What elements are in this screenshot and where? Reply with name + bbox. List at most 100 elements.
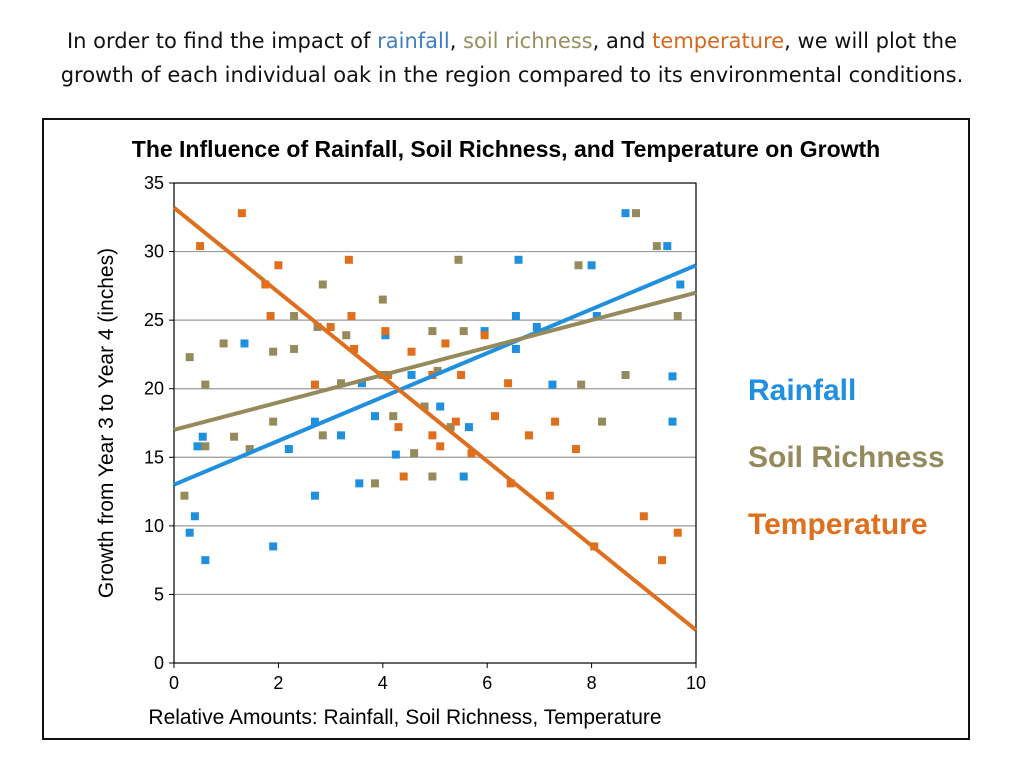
soil-point	[389, 412, 398, 421]
y-axis-label: Growth from Year 3 to Year 4 (inches)	[95, 248, 118, 598]
rainfall-point	[592, 312, 601, 321]
rainfall-point	[480, 327, 489, 336]
legend-temperature: Temperature	[748, 508, 928, 541]
intro-soil-word: soil richness	[463, 29, 593, 53]
soil-point	[219, 339, 228, 348]
soil-point	[318, 431, 327, 440]
rainfall-point	[198, 432, 207, 441]
soil-point	[269, 347, 278, 356]
intro-rainfall-word: rainfall	[377, 29, 450, 53]
soil-point	[180, 491, 189, 500]
soil-point	[454, 255, 463, 264]
intro-text: In order to find the impact of rainfall,…	[0, 24, 1024, 92]
rainfall-point	[587, 261, 596, 270]
rainfall-point	[436, 402, 445, 411]
rainfall-point	[459, 472, 468, 481]
soil-point	[574, 261, 583, 270]
temperature-point	[394, 423, 403, 432]
temperature-point	[524, 431, 533, 440]
x-axis-label: Relative Amounts: Rainfall, Soil Richnes…	[148, 706, 661, 729]
y-tick-label: 5	[154, 584, 164, 604]
soil-point	[598, 417, 607, 426]
rainfall-point	[464, 423, 473, 432]
x-tick-label: 4	[378, 673, 388, 693]
soil-point	[673, 312, 682, 321]
rainfall-point	[663, 242, 672, 251]
temperature-point	[571, 445, 580, 454]
temperature-point	[350, 344, 359, 353]
soil-point	[290, 344, 299, 353]
rainfall-point	[621, 209, 630, 218]
soil-point	[201, 380, 210, 389]
y-tick-label: 10	[144, 516, 164, 536]
temperature-point	[506, 479, 515, 488]
rainfall-point	[391, 450, 400, 459]
rainfall-point	[370, 412, 379, 421]
soil-point	[459, 327, 468, 336]
temperature-point	[441, 339, 450, 348]
x-tick-label: 8	[587, 673, 597, 693]
temperature-point	[639, 512, 648, 521]
soil-point	[245, 445, 254, 454]
temperature-point	[399, 472, 408, 481]
soil-point	[410, 449, 419, 458]
rainfall-point	[514, 255, 523, 264]
temperature-point	[504, 379, 513, 388]
rainfall-point	[310, 417, 319, 426]
temperature-point	[467, 449, 476, 458]
rainfall-point	[185, 528, 194, 537]
chart-title: The Influence of Rainfall, Soil Richness…	[131, 136, 881, 162]
temperature-point	[381, 327, 390, 336]
rainfall-trend-line	[173, 263, 697, 487]
intro-and: , and	[592, 29, 653, 53]
y-tick-label: 25	[144, 310, 164, 330]
soil-point	[337, 379, 346, 388]
rainfall-point	[269, 542, 278, 551]
rainfall-point	[676, 280, 685, 289]
temperature-point	[261, 280, 270, 289]
temperature-point	[436, 442, 445, 451]
soil-point	[185, 353, 194, 362]
temperature-point	[428, 431, 437, 440]
temperature-point	[491, 412, 500, 421]
soil-point	[433, 366, 442, 375]
scatter-chart: 0 5 10 15 20 25 30 35 0 2 4 6 8 10 Relative Amounts: R…	[95, 173, 706, 729]
temperature-point	[451, 417, 460, 426]
temperature-point	[310, 380, 319, 389]
temperature-point	[237, 209, 246, 218]
rainfall-point	[193, 442, 202, 451]
legend-soil-richness: Soil Richness	[748, 441, 945, 474]
intro-comma: ,	[449, 29, 464, 53]
legend-rainfall: Rainfall	[748, 374, 857, 407]
y-tick-label: 20	[144, 379, 164, 399]
rainfall-point	[310, 491, 319, 500]
temperature-point	[274, 261, 283, 270]
soil-point	[313, 323, 322, 331]
intro-line-1: In order to find the impact of rainfall,…	[0, 24, 1024, 58]
soil-point	[621, 371, 630, 379]
soil-trend-line	[173, 290, 697, 432]
temperature-point	[266, 312, 275, 321]
rainfall-point	[548, 380, 557, 389]
rainfall-point	[357, 379, 366, 388]
temperature-point	[196, 242, 205, 251]
rainfall-point	[284, 445, 293, 454]
y-tick-label: 0	[154, 653, 164, 673]
soil-point	[652, 242, 661, 251]
x-tick-label: 10	[686, 673, 706, 693]
rainfall-point	[355, 479, 364, 488]
soil-point	[230, 432, 239, 441]
rainfall-point	[337, 431, 346, 440]
soil-point	[342, 331, 351, 340]
rainfall-point	[381, 331, 390, 340]
rainfall-point	[511, 312, 520, 321]
temperature-point	[326, 323, 335, 331]
soil-point	[269, 417, 278, 426]
temperature-trend-line	[172, 206, 698, 632]
temperature-point	[673, 528, 682, 537]
temperature-point	[457, 371, 466, 379]
plot-area	[173, 182, 697, 664]
intro-temperature-word: temperature	[652, 29, 785, 53]
rainfall-point	[407, 371, 416, 379]
soil-point	[420, 402, 429, 411]
